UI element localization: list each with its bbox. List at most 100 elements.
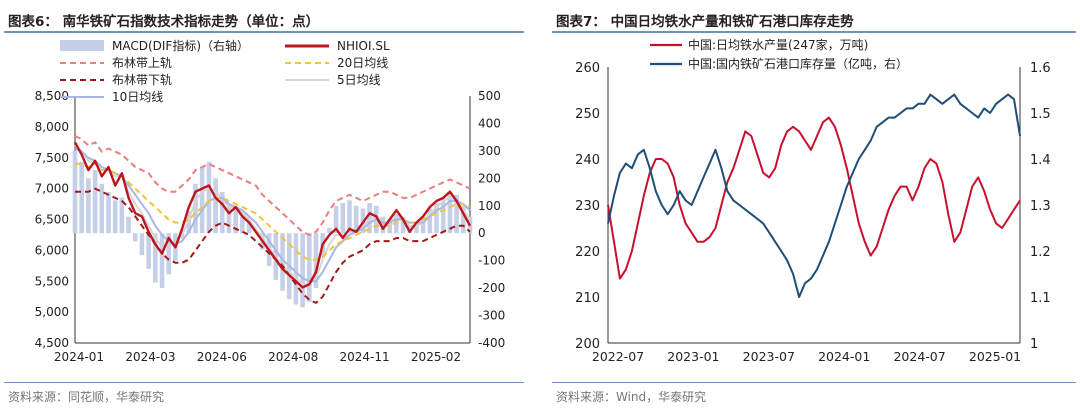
series-line — [73, 141, 472, 289]
macd-bar — [186, 211, 192, 234]
y-tick-label-left: 5,000 — [35, 305, 69, 319]
macd-bar — [226, 205, 232, 234]
macd-bar — [213, 178, 218, 234]
series-line — [75, 187, 471, 304]
macd-bar — [139, 233, 145, 256]
x-tick-label: 2024-06 — [197, 350, 247, 364]
macd-bar — [126, 216, 131, 234]
macd-bar — [333, 205, 339, 234]
macd-bar — [420, 216, 426, 234]
macd-bar — [240, 216, 245, 234]
macd-bar — [132, 233, 138, 242]
macd-bar — [387, 219, 392, 234]
macd-bar — [119, 197, 125, 234]
macd-bar — [280, 233, 285, 291]
y-tick-label-left: 200 — [575, 337, 600, 352]
legend-label: MACD(DIF指标)（右轴） — [112, 38, 249, 53]
x-tick-label: 2023-07 — [743, 349, 795, 364]
x-tick-label: 2024-01 — [818, 349, 870, 364]
legend-swatch — [60, 40, 104, 51]
legend-label: 中国:国内铁矿石港口库存量（亿吨，右） — [688, 56, 908, 71]
y-tick-label-left: 240 — [575, 153, 600, 168]
y-tick-label-left: 210 — [575, 291, 600, 306]
y-tick-label-left: 4,500 — [35, 336, 69, 350]
y-tick-label-left: 7,000 — [35, 182, 69, 196]
macd-bar — [99, 183, 105, 234]
legend-label: 布林带上轨 — [112, 56, 172, 70]
figure-7-panel: 图表7： 中国日均铁水产量和铁矿石港口库存走势 200 210 220 230 240 2… — [548, 0, 1080, 409]
y-tick-label-right: -300 — [478, 309, 505, 323]
series-line — [607, 93, 1021, 298]
x-tick-label: 2024-11 — [340, 350, 390, 364]
y-tick-label-right: 400 — [478, 116, 501, 130]
y-tick-label-left: 230 — [575, 199, 600, 214]
macd-bar — [92, 170, 98, 234]
legend-label: 20日均线 — [337, 56, 388, 70]
macd-bar — [219, 192, 225, 234]
y-tick-label-left: 6,000 — [35, 243, 69, 257]
x-tick-label: 2023-01 — [667, 349, 719, 364]
macd-bar — [313, 233, 319, 289]
macd-bar — [447, 192, 453, 234]
macd-bar — [199, 167, 205, 234]
macd-bar — [327, 227, 332, 234]
y-tick-label-left: 5,500 — [35, 274, 69, 288]
macd-bar — [106, 192, 111, 234]
figure-7-chart: 200 210 220 230 240 250 260 1 1.1 1.2 1.3 1.4 1.5 1.6… — [575, 37, 1051, 364]
macd-bar — [461, 205, 466, 234]
y-tick-label-right: 500 — [478, 89, 501, 103]
source-rule — [552, 382, 1076, 383]
series-line — [74, 135, 471, 236]
macd-bar — [454, 194, 459, 234]
macd-bar — [193, 183, 198, 234]
macd-bar — [300, 233, 305, 308]
macd-bar — [407, 224, 413, 234]
series-line — [607, 116, 1021, 280]
macd-bar — [146, 233, 151, 269]
macd-bar — [246, 222, 252, 234]
legend-label: 10日均线 — [112, 90, 163, 104]
figure-7-title: 图表7： 中国日均铁水产量和铁矿石港口库存走势 — [556, 14, 854, 30]
macd-bar — [414, 222, 419, 234]
y-tick-label-left: 220 — [575, 245, 600, 260]
y-tick-label-right: 100 — [478, 199, 501, 213]
y-tick-label-right: 1.1 — [1030, 291, 1051, 306]
macd-bar — [112, 200, 118, 234]
y-tick-label-right: 1.5 — [1030, 107, 1051, 122]
macd-bar — [340, 203, 346, 234]
x-tick-label: 2024-08 — [268, 350, 318, 364]
legend-label: 5日均线 — [337, 73, 381, 87]
y-tick-label-left: 7,500 — [35, 151, 69, 165]
macd-bar — [79, 161, 84, 234]
macd-bar — [233, 208, 238, 234]
y-tick-label-right: 1.6 — [1030, 61, 1051, 76]
x-tick-label: 2024-07 — [893, 349, 945, 364]
y-tick-label-right: 1.4 — [1030, 153, 1051, 168]
macd-bar — [380, 216, 386, 234]
y-tick-label-right: 0 — [478, 226, 486, 240]
series-line — [74, 147, 471, 283]
y-tick-label-left: 260 — [575, 61, 600, 76]
macd-bar — [293, 233, 299, 305]
y-tick-label-right: 1.3 — [1030, 199, 1051, 214]
macd-bar — [347, 200, 352, 234]
x-tick-label: 2024-03 — [125, 350, 175, 364]
figure-6-chart: 4,500 5,000 5,500 6,000 6,500 7,000 7,500 8,000… — [35, 38, 506, 364]
y-tick-label-right: 1 — [1030, 337, 1038, 352]
y-tick-label-left: 6,500 — [35, 213, 69, 227]
legend-label: NHIOI.SL — [337, 39, 390, 53]
macd-bar — [206, 161, 212, 234]
legend-label: 中国:日均铁水产量(247家，万吨) — [688, 37, 868, 52]
figure-6-title: 图表6： 南华铁矿石指数技术指标走势（单位：点） — [8, 14, 320, 30]
y-tick-label-left: 250 — [575, 107, 600, 122]
y-tick-label-right: -100 — [478, 254, 505, 268]
legend-label: 布林带下轨 — [112, 73, 172, 87]
macd-bar — [427, 208, 433, 234]
x-tick-label: 2022-07 — [592, 349, 644, 364]
y-tick-label-right: 200 — [478, 171, 501, 185]
y-tick-label-right: 1.2 — [1030, 245, 1051, 260]
title-rule — [552, 31, 1076, 33]
title-rule — [4, 31, 524, 33]
macd-bar — [153, 233, 158, 283]
source-rule — [4, 382, 524, 383]
